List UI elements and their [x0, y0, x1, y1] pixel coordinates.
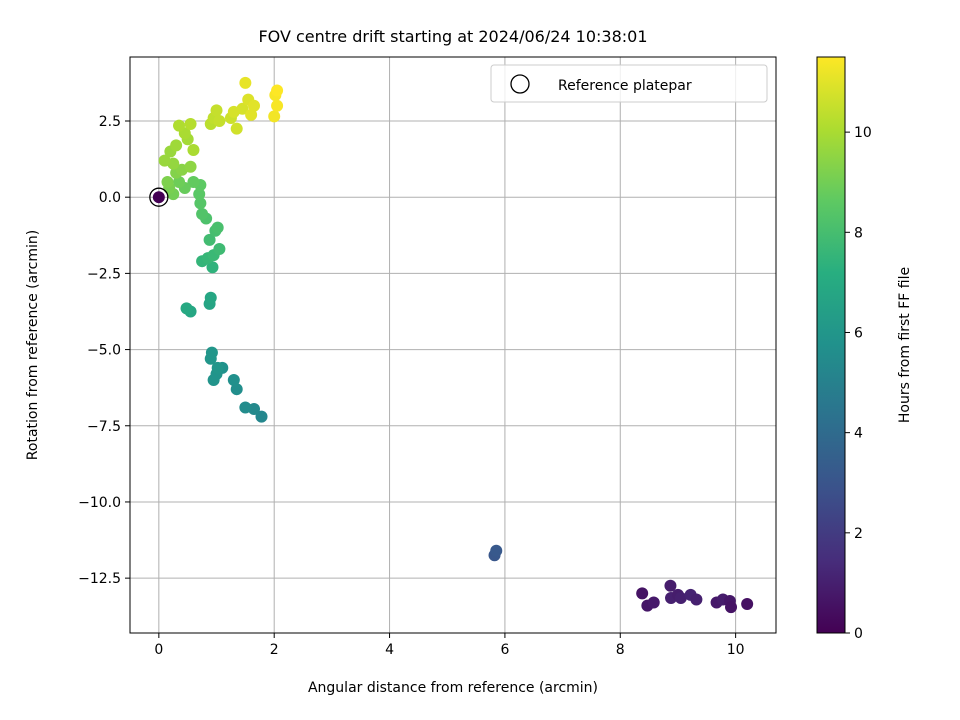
y-tick-label: 2.5: [99, 114, 121, 130]
data-point: [187, 175, 200, 188]
colorbar: 0 2 4 6 8 10 Hours from first FF file: [816, 56, 913, 642]
data-point: [210, 104, 223, 117]
data-point: [207, 374, 220, 387]
data-point: [490, 544, 503, 557]
data-point: [647, 596, 660, 609]
colorbar-tick-label: 0: [854, 626, 863, 642]
colorbar-tick-label: 10: [854, 125, 872, 141]
data-point: [173, 119, 186, 132]
colorbar-ticks: 0 2 4 6 8 10: [845, 125, 872, 642]
colorbar-gradient: [816, 56, 846, 634]
data-point: [227, 374, 240, 387]
plot-frame: [129, 56, 777, 634]
chart-title: FOV centre drift starting at 2024/06/24 …: [258, 27, 647, 46]
data-point: [271, 84, 284, 97]
data-point: [741, 598, 754, 611]
x-tick-label: 10: [727, 642, 745, 658]
x-axis-ticks: 0 2 4 6 8 10: [154, 633, 745, 658]
data-point: [236, 102, 249, 115]
data-point: [184, 160, 197, 173]
data-point: [206, 261, 219, 274]
x-tick-label: 8: [616, 642, 625, 658]
data-point: [239, 401, 252, 414]
y-axis-ticks: 2.5 0.0 −2.5 −5.0 −7.5 −10.0 −12.5: [78, 114, 130, 587]
colorbar-tick-label: 4: [854, 426, 863, 442]
data-point: [725, 601, 738, 614]
x-tick-label: 2: [270, 642, 279, 658]
colorbar-tick-label: 6: [854, 325, 863, 341]
data-point: [245, 108, 258, 121]
legend-label: Reference platepar: [558, 78, 692, 94]
data-point: [636, 587, 649, 600]
data-point: [204, 291, 217, 304]
data-point: [674, 591, 687, 604]
data-point: [184, 118, 197, 131]
data-point: [173, 175, 186, 188]
data-point: [213, 243, 226, 255]
y-tick-label: −5.0: [87, 343, 121, 359]
x-tick-label: 4: [385, 642, 394, 658]
data-point: [187, 143, 200, 156]
legend-marker: [510, 74, 530, 94]
reference-point-fill: [152, 191, 165, 204]
scatter-points: [149, 76, 754, 614]
data-point: [180, 302, 193, 315]
legend: Reference platepar: [490, 64, 768, 103]
y-tick-label: −10.0: [78, 495, 121, 511]
data-point: [203, 233, 216, 246]
data-point: [268, 110, 281, 123]
y-tick-label: −7.5: [87, 419, 121, 435]
data-point: [170, 139, 183, 152]
data-point: [205, 346, 218, 359]
data-point: [690, 593, 703, 606]
data-point: [255, 410, 268, 423]
data-point: [248, 99, 261, 112]
data-point: [211, 361, 224, 374]
data-point: [213, 115, 226, 127]
colorbar-tick-label: 2: [854, 526, 863, 542]
x-tick-label: 0: [154, 642, 163, 658]
data-point: [211, 221, 224, 234]
reference-point-marker: [149, 187, 169, 207]
y-axis-label: Rotation from reference (arcmin): [25, 230, 41, 460]
data-point: [664, 579, 677, 592]
y-tick-label: 0.0: [99, 190, 121, 206]
colorbar-label: Hours from first FF file: [897, 267, 913, 423]
colorbar-tick-label: 8: [854, 225, 863, 241]
y-tick-label: −12.5: [78, 571, 121, 587]
data-point: [196, 207, 209, 220]
data-point: [230, 383, 243, 396]
y-tick-label: −2.5: [87, 266, 121, 282]
data-point: [193, 188, 206, 201]
x-axis-label: Angular distance from reference (arcmin): [308, 680, 598, 696]
data-point: [158, 154, 171, 167]
legend-box: [490, 64, 768, 103]
plot-area: [130, 57, 776, 633]
data-point: [271, 99, 284, 112]
data-point: [230, 122, 243, 135]
data-point: [194, 197, 207, 210]
data-point: [239, 76, 252, 89]
x-tick-label: 6: [500, 642, 509, 658]
grid-lines: [130, 57, 776, 633]
data-point: [161, 175, 174, 188]
